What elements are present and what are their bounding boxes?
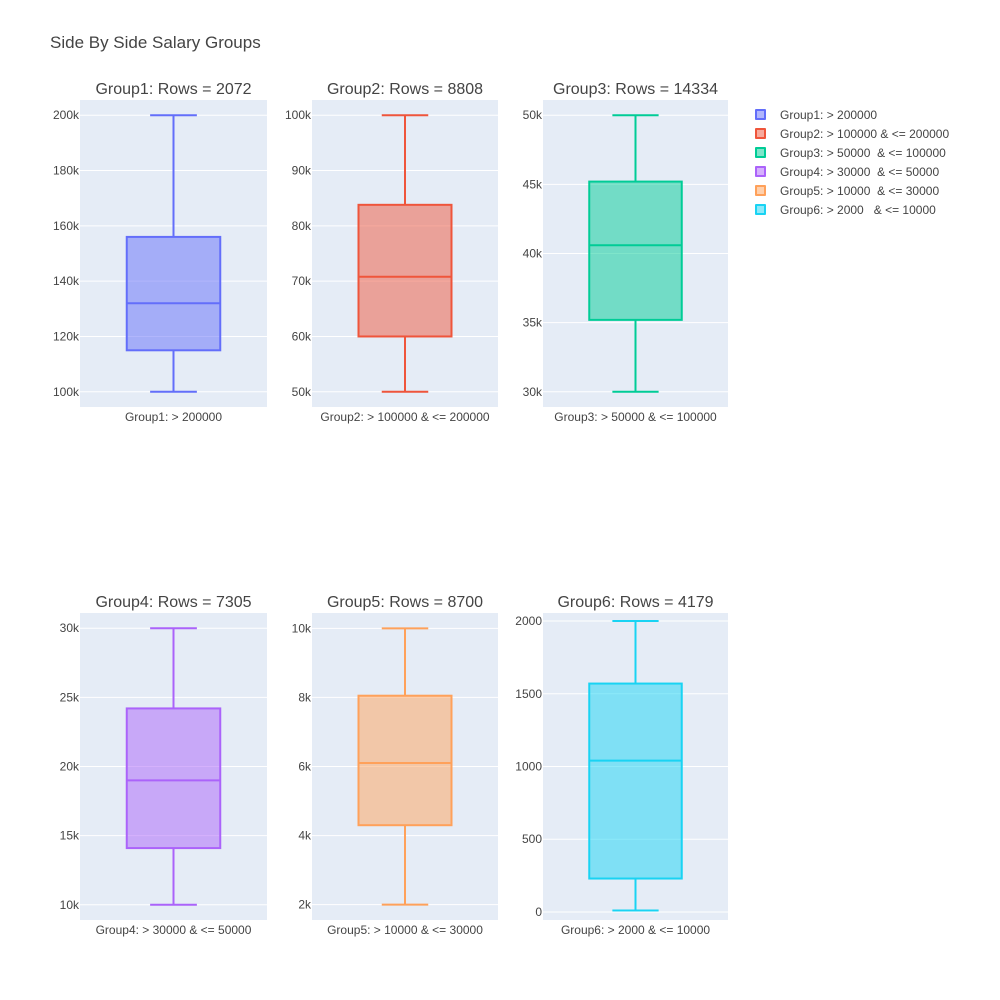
legend-label: Group5: > 10000 & <= 30000 bbox=[780, 183, 940, 198]
y-tick-label: 4k bbox=[298, 829, 312, 843]
legend-swatch bbox=[755, 166, 766, 177]
panel-3: 30k 35k 40k 45k 50k Group3: Rows = 14334 Group… bbox=[523, 81, 728, 424]
y-tick-label: 160k bbox=[53, 219, 80, 233]
iqr-box bbox=[357, 694, 453, 827]
x-category-label-4: Group4: > 30000 & <= 50000 bbox=[96, 923, 252, 937]
box-1 bbox=[125, 114, 222, 393]
iqr-box bbox=[125, 707, 222, 850]
y-tick-label: 200k bbox=[53, 108, 80, 122]
legend-swatch bbox=[755, 204, 766, 215]
x-category-label-6: Group6: > 2000 & <= 10000 bbox=[561, 923, 710, 937]
y-tick-label: 100k bbox=[285, 108, 312, 122]
legend-label: Group2: > 100000 & <= 200000 bbox=[780, 126, 950, 141]
legend-swatch bbox=[755, 109, 766, 120]
legend-label: Group3: > 50000 & <= 100000 bbox=[780, 145, 946, 160]
y-tick-label: 30k bbox=[60, 621, 80, 635]
legend-label: Group1: > 200000 bbox=[780, 107, 878, 122]
legend: Group1: > 200000 Group2: > 100000 & <= 20… bbox=[755, 105, 949, 219]
y-tick-label: 1500 bbox=[515, 687, 542, 701]
y-tick-label: 20k bbox=[60, 760, 80, 774]
panel-title-3: Group3: Rows = 14334 bbox=[553, 81, 718, 98]
y-tick-label: 8k bbox=[298, 690, 312, 704]
legend-label: Group4: > 30000 & <= 50000 bbox=[780, 164, 940, 179]
panel-6: 0 500 1000 1500 2000 Group6: Rows = 4179 Group… bbox=[515, 594, 728, 937]
legend-label: Group6: > 2000 & <= 10000 bbox=[780, 202, 936, 217]
iqr-box bbox=[588, 682, 683, 880]
legend-item-group2[interactable]: Group2: > 100000 & <= 200000 bbox=[755, 124, 949, 143]
box-5 bbox=[357, 627, 453, 906]
y-tick-label: 6k bbox=[298, 760, 312, 774]
y-tick-label: 2000 bbox=[515, 614, 542, 628]
y-tick-label: 25k bbox=[60, 690, 80, 704]
y-tick-label: 140k bbox=[53, 274, 80, 288]
iqr-box bbox=[357, 203, 453, 338]
box-4 bbox=[125, 627, 222, 906]
y-tick-label: 1000 bbox=[515, 760, 542, 774]
y-tick-label: 180k bbox=[53, 164, 80, 178]
legend-item-group1[interactable]: Group1: > 200000 bbox=[755, 105, 949, 124]
legend-item-group4[interactable]: Group4: > 30000 & <= 50000 bbox=[755, 162, 949, 181]
panel-title-2: Group2: Rows = 8808 bbox=[327, 81, 483, 98]
x-category-label-5: Group5: > 10000 & <= 30000 bbox=[327, 923, 483, 937]
y-tick-label: 45k bbox=[523, 177, 543, 191]
y-tick-label: 10k bbox=[60, 898, 80, 912]
legend-swatch bbox=[755, 128, 766, 139]
y-tick-label: 15k bbox=[60, 829, 80, 843]
panel-4: 10k 15k 20k 25k 30k Group4: Rows = 7305 Group4… bbox=[60, 594, 267, 937]
box-6 bbox=[588, 620, 683, 912]
panel-2: 50k 60k 70k 80k 90k 100k Group2: Rows = 8808 Gr… bbox=[285, 81, 498, 424]
y-tick-label: 2k bbox=[298, 898, 312, 912]
y-tick-label: 0 bbox=[535, 905, 542, 919]
legend-swatch bbox=[755, 185, 766, 196]
box-2 bbox=[357, 114, 453, 393]
y-tick-label: 60k bbox=[292, 329, 312, 343]
y-tick-label: 500 bbox=[522, 832, 542, 846]
y-tick-label: 30k bbox=[523, 385, 543, 399]
iqr-box bbox=[125, 235, 222, 352]
panel-title-1: Group1: Rows = 2072 bbox=[95, 81, 251, 98]
iqr-box bbox=[588, 180, 683, 321]
panel-title-6: Group6: Rows = 4179 bbox=[557, 594, 713, 611]
panel-1: 100k 120k 140k 160k 180k 200k Group1: Rows = 2… bbox=[53, 81, 267, 424]
y-tick-label: 120k bbox=[53, 329, 80, 343]
legend-item-group3[interactable]: Group3: > 50000 & <= 100000 bbox=[755, 143, 949, 162]
box-3 bbox=[588, 114, 683, 393]
x-category-label-2: Group2: > 100000 & <= 200000 bbox=[320, 410, 489, 424]
legend-item-group5[interactable]: Group5: > 10000 & <= 30000 bbox=[755, 181, 949, 200]
legend-swatch bbox=[755, 147, 766, 158]
y-tick-label: 50k bbox=[292, 385, 312, 399]
y-tick-label: 90k bbox=[292, 164, 312, 178]
y-tick-label: 35k bbox=[523, 316, 543, 330]
y-tick-label: 10k bbox=[292, 621, 312, 635]
x-category-label-1: Group1: > 200000 bbox=[125, 410, 222, 424]
y-tick-label: 40k bbox=[523, 247, 543, 261]
panel-title-4: Group4: Rows = 7305 bbox=[95, 594, 251, 611]
panel-title-5: Group5: Rows = 8700 bbox=[327, 594, 483, 611]
chart-title: Side By Side Salary Groups bbox=[50, 33, 261, 52]
y-tick-label: 70k bbox=[292, 274, 312, 288]
panel-5: 2k 4k 6k 8k 10k Group5: Rows = 8700 Group5: > … bbox=[292, 594, 498, 937]
y-tick-label: 100k bbox=[53, 385, 80, 399]
y-tick-label: 50k bbox=[523, 108, 543, 122]
legend-item-group6[interactable]: Group6: > 2000 & <= 10000 bbox=[755, 200, 949, 219]
y-tick-label: 80k bbox=[292, 219, 312, 233]
x-category-label-3: Group3: > 50000 & <= 100000 bbox=[554, 410, 717, 424]
